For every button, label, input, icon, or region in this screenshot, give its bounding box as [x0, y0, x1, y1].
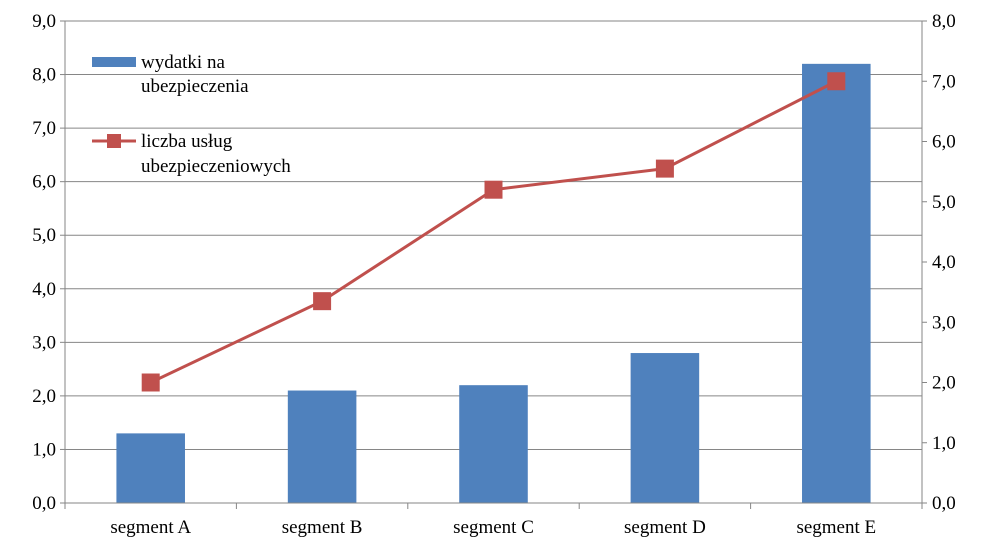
right-tick-label: 1,0: [932, 433, 956, 454]
legend-label-bar-line2: ubezpieczenia: [141, 76, 249, 97]
left-tick-label: 3,0: [32, 332, 56, 353]
legend-swatch-marker: [107, 134, 121, 148]
right-tick-label: 7,0: [932, 71, 956, 92]
legend-label-line-line2: ubezpieczeniowych: [141, 156, 291, 177]
line-marker: [655, 159, 674, 178]
right-tick-label: 0,0: [932, 493, 956, 514]
right-tick-label: 6,0: [932, 132, 956, 153]
bar: [802, 63, 871, 503]
right-tick-label: 2,0: [932, 373, 956, 394]
right-tick-label: 4,0: [932, 252, 956, 273]
left-tick-label: 8,0: [32, 65, 56, 86]
bar: [116, 433, 185, 503]
left-tick-label: 4,0: [32, 279, 56, 300]
axes: [60, 20, 927, 509]
left-tick-label: 6,0: [32, 172, 56, 193]
x-tick-label: segment E: [796, 517, 876, 538]
right-tick-label: 8,0: [932, 11, 956, 32]
right-tick-label: 3,0: [932, 312, 956, 333]
left-tick-label: 7,0: [32, 118, 56, 139]
legend: wydatki na ubezpieczenia liczba usług ub…: [92, 52, 291, 177]
bar: [630, 353, 700, 503]
line-series: [141, 72, 846, 392]
bar-series: [116, 63, 871, 503]
right-axis-ticks: 0,0 1,0 2,0 3,0 4,0 5,0 6,0 7,0 8,0: [932, 11, 956, 514]
line-marker: [141, 373, 160, 392]
line-marker: [484, 180, 503, 199]
left-axis-ticks: 0,0 1,0 2,0 3,0 4,0 5,0 6,0 7,0 8,0 9,0: [32, 11, 56, 514]
legend-swatch-bar: [92, 57, 136, 67]
bar: [459, 385, 528, 503]
left-tick-label: 1,0: [32, 439, 56, 460]
left-tick-label: 2,0: [32, 386, 56, 407]
x-axis-ticks: segment A segment B segment C segment D segm…: [110, 517, 876, 538]
left-tick-label: 5,0: [32, 225, 56, 246]
line-marker: [313, 292, 332, 311]
series-line: [150, 79, 837, 384]
x-tick-label: segment A: [110, 517, 191, 538]
left-tick-label: 9,0: [32, 11, 56, 32]
line-marker: [827, 72, 846, 91]
x-tick-label: segment C: [453, 517, 534, 538]
left-tick-label: 0,0: [32, 493, 56, 514]
x-tick-label: segment D: [624, 517, 706, 538]
legend-label-line-line1: liczba usług: [141, 131, 233, 152]
bar: [287, 390, 357, 503]
x-tick-label: segment B: [282, 517, 363, 538]
legend-label-bar-line1: wydatki na: [141, 52, 225, 73]
right-tick-label: 5,0: [932, 192, 956, 213]
